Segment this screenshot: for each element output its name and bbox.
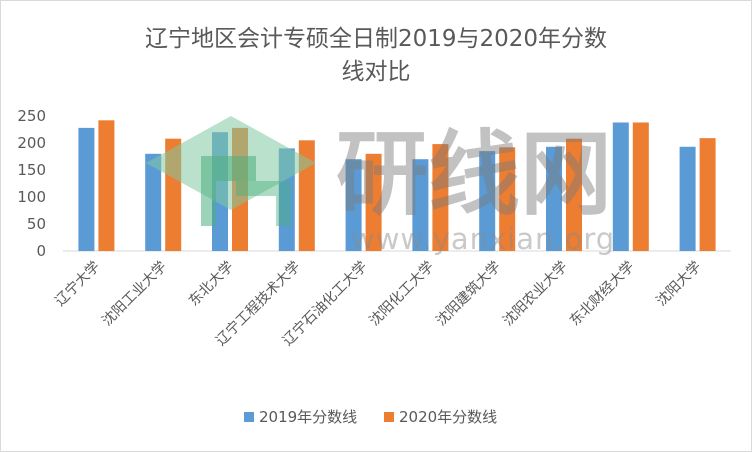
x-category-label: 辽宁大学 — [52, 258, 104, 310]
bar-2019-9 — [679, 146, 696, 251]
chart-title-line-2: 线对比 — [342, 59, 411, 85]
legend-label-2019: 2019年分数线 — [259, 408, 357, 426]
legend: 2019年分数线 2020年分数线 — [244, 408, 497, 426]
bar-2020-4 — [365, 153, 382, 251]
chart-title-line-1: 辽宁地区会计专硕全日制2019与2020年分数 — [145, 26, 607, 52]
bar-2019-4 — [345, 159, 362, 251]
y-axis-ticks: 250 200 150 100 50 0 — [17, 107, 46, 260]
watermark-bracket-shape — [201, 156, 256, 226]
x-category-label: 沈阳大学 — [654, 259, 705, 310]
legend-label-2020: 2020年分数线 — [399, 408, 497, 426]
bar-2019-8 — [612, 122, 629, 251]
bar-2019-6 — [479, 151, 496, 251]
x-category-label: 沈阳化工大学 — [367, 259, 438, 330]
bar-2020-0 — [98, 120, 115, 251]
y-tick-label: 100 — [17, 188, 46, 206]
y-tick-label: 0 — [36, 242, 46, 260]
watermark-url: www.yanxian.org — [351, 222, 615, 256]
x-category-label: 东北财经大学 — [567, 259, 638, 330]
bar-2019-0 — [78, 127, 95, 251]
bar-2019-1 — [145, 153, 162, 251]
y-tick-label: 250 — [17, 107, 46, 125]
x-category-label: 沈阳农业大学 — [500, 259, 571, 330]
legend-swatch-2020 — [384, 412, 394, 422]
x-category-label: 东北大学 — [186, 259, 237, 310]
bar-2019-7 — [546, 146, 562, 251]
y-tick-label: 50 — [27, 215, 46, 233]
watermark-bracket-shape-2 — [236, 181, 291, 226]
x-category-label: 沈阳工业大学 — [99, 259, 170, 330]
bar-2020-7 — [566, 138, 582, 251]
bar-2020-9 — [699, 138, 716, 251]
bar-2020-5 — [432, 144, 449, 251]
bar-2020-6 — [499, 147, 516, 251]
watermark-logo: 研线网 www.yanxian.org — [146, 116, 615, 256]
bar-2019-5 — [412, 159, 429, 251]
y-tick-label: 150 — [17, 161, 46, 179]
y-tick-label: 200 — [17, 134, 46, 152]
bar-2020-8 — [632, 122, 649, 251]
legend-swatch-2019 — [244, 412, 254, 422]
watermark-text: 研线网 — [336, 121, 612, 228]
x-category-label: 沈阳建筑大学 — [433, 259, 504, 330]
